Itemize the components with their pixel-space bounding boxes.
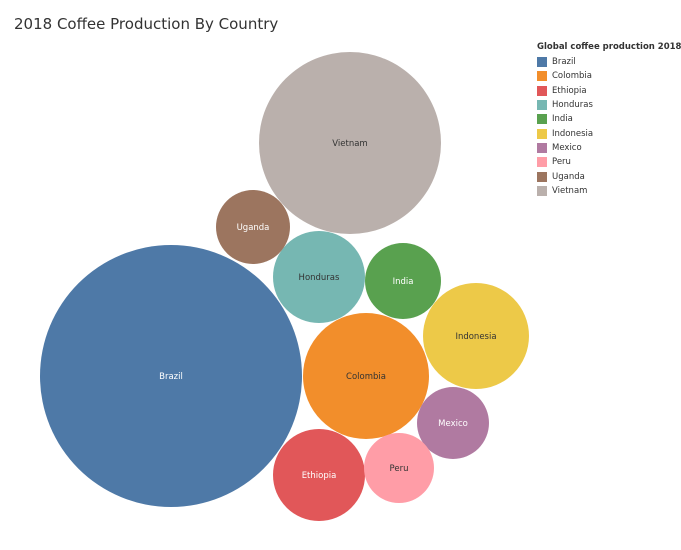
bubble-vietnam[interactable] <box>259 52 441 234</box>
legend-swatch-vietnam <box>537 185 547 196</box>
legend-swatch-uganda <box>537 171 547 182</box>
bubble-colombia[interactable] <box>303 313 429 439</box>
bubble-ethiopia[interactable] <box>273 429 365 521</box>
bubble-brazil[interactable] <box>40 245 302 507</box>
bubble-label-uganda: Uganda <box>237 223 270 233</box>
bubble-label-vietnam: Vietnam <box>332 139 367 149</box>
bubble-label-honduras: Honduras <box>299 273 340 283</box>
legend-label-colombia: Colombia <box>552 71 592 82</box>
legend-item-ethiopia[interactable]: Ethiopia <box>537 84 681 98</box>
bubble-label-brazil: Brazil <box>159 372 183 382</box>
bubble-label-indonesia: Indonesia <box>455 332 496 342</box>
legend-item-mexico[interactable]: Mexico <box>537 141 681 155</box>
legend-item-vietnam[interactable]: Vietnam <box>537 184 681 198</box>
bubble-label-india: India <box>393 277 414 287</box>
chart-title: 2018 Coffee Production By Country <box>14 15 279 33</box>
bubble-india[interactable] <box>365 243 441 319</box>
legend-item-brazil[interactable]: Brazil <box>537 55 681 69</box>
bubble-uganda[interactable] <box>216 190 290 264</box>
legend-item-honduras[interactable]: Honduras <box>537 98 681 112</box>
legend-swatch-mexico <box>537 142 547 153</box>
legend-title: Global coffee production 2018 <box>537 42 681 52</box>
legend-items: Brazil Colombia Ethiopia Honduras India Indon… <box>537 55 681 198</box>
chart-legend: Global coffee production 2018 Brazil Colo… <box>537 42 681 198</box>
legend-label-vietnam: Vietnam <box>552 185 588 196</box>
legend-label-peru: Peru <box>552 157 571 168</box>
legend-swatch-colombia <box>537 71 547 82</box>
bubble-label-peru: Peru <box>390 464 409 474</box>
legend-item-indonesia[interactable]: Indonesia <box>537 126 681 140</box>
bubble-label-colombia: Colombia <box>346 372 386 382</box>
legend-label-brazil: Brazil <box>552 57 576 68</box>
legend-item-peru[interactable]: Peru <box>537 155 681 169</box>
bubble-honduras[interactable] <box>273 231 365 323</box>
legend-item-uganda[interactable]: Uganda <box>537 169 681 183</box>
bubble-label-mexico: Mexico <box>438 419 468 429</box>
bubble-label-ethiopia: Ethiopia <box>302 471 337 481</box>
legend-label-mexico: Mexico <box>552 142 582 153</box>
legend-swatch-peru <box>537 157 547 168</box>
legend-item-india[interactable]: India <box>537 112 681 126</box>
bubble-mexico[interactable] <box>417 387 489 459</box>
legend-item-colombia[interactable]: Colombia <box>537 69 681 83</box>
legend-swatch-brazil <box>537 57 547 68</box>
legend-label-ethiopia: Ethiopia <box>552 85 587 96</box>
legend-swatch-india <box>537 114 547 125</box>
legend-swatch-indonesia <box>537 128 547 139</box>
legend-label-india: India <box>552 114 573 125</box>
legend-swatch-honduras <box>537 100 547 111</box>
legend-label-indonesia: Indonesia <box>552 128 594 139</box>
legend-swatch-ethiopia <box>537 85 547 96</box>
bubble-peru[interactable] <box>364 433 434 503</box>
legend-label-honduras: Honduras <box>552 100 593 111</box>
bubble-indonesia[interactable] <box>423 283 529 389</box>
legend-label-uganda: Uganda <box>552 171 585 182</box>
